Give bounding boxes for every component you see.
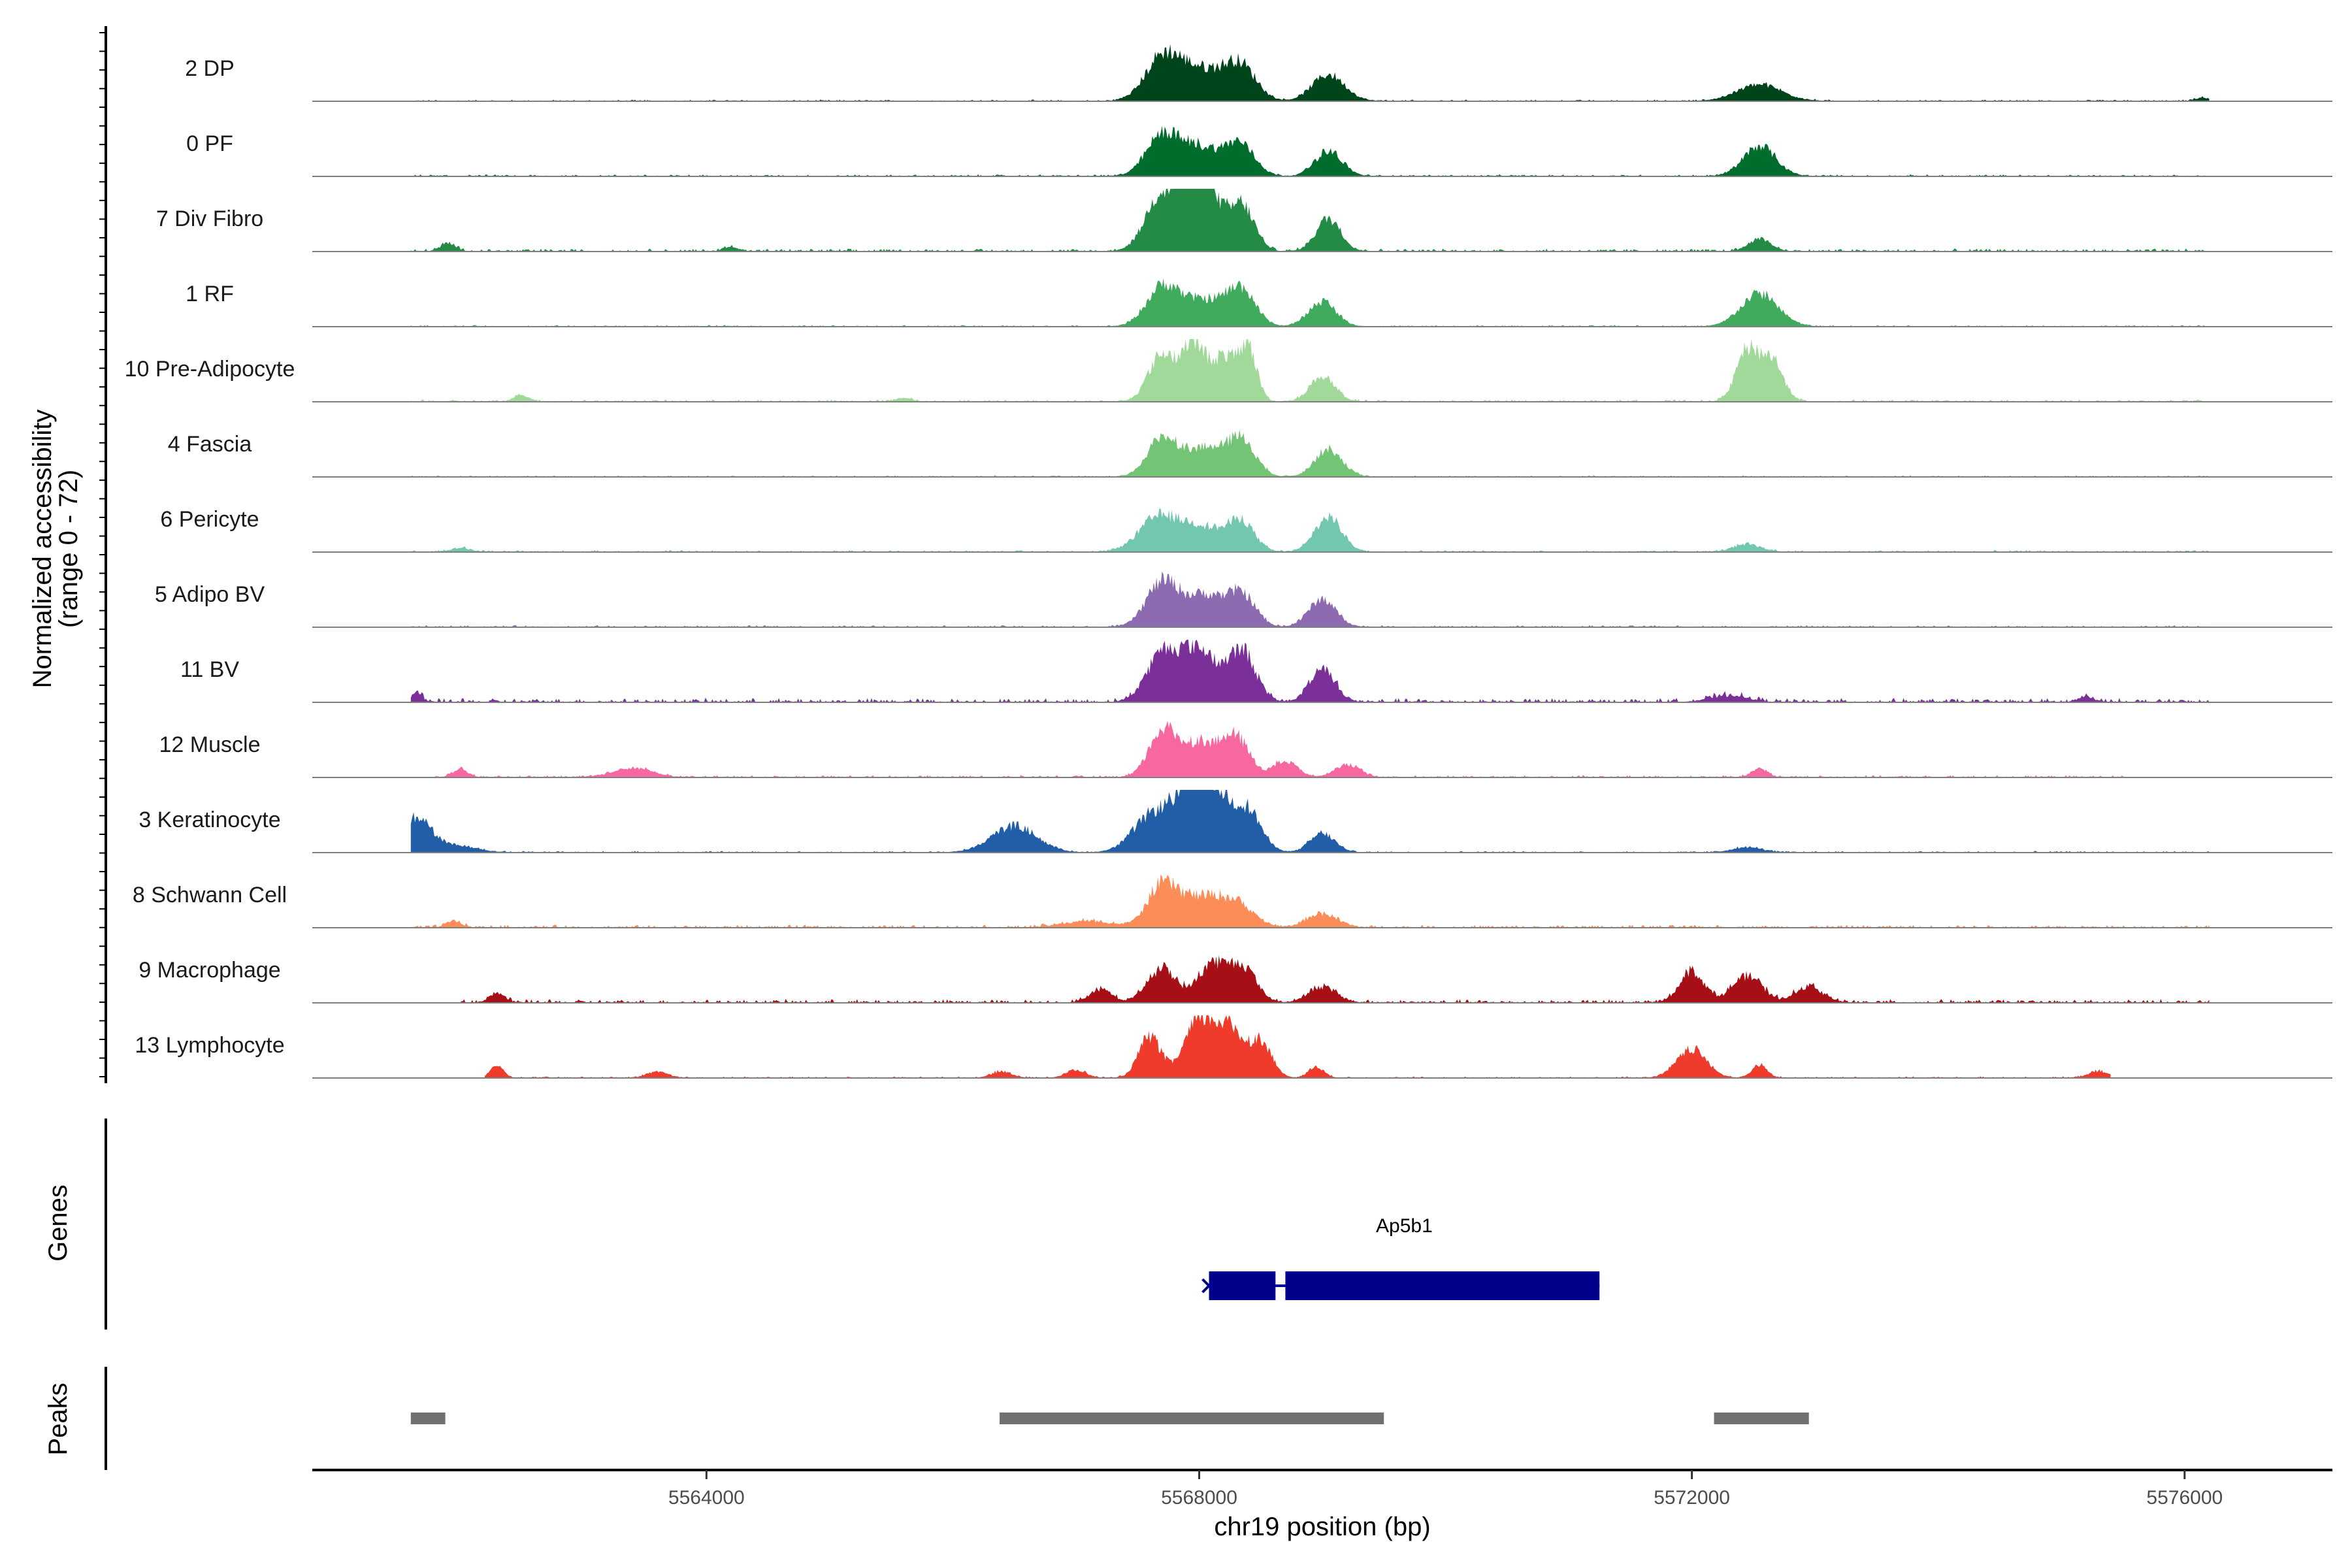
y-axis-subtitle: (range 0 - 72) — [54, 470, 83, 628]
track-label: 10 Pre-Adipocyte — [125, 357, 295, 382]
track-0-pf: 0 PF — [186, 125, 2332, 177]
accessibility-y-axis — [99, 26, 107, 1083]
peak-region — [1000, 1413, 1384, 1424]
genes-track: Genes Ap5b1 — [44, 1119, 1600, 1330]
track-10-pre-adipocyte: 10 Pre-Adipocyte — [125, 339, 2332, 402]
track-8-schwann-cell: 8 Schwann Cell — [133, 874, 2332, 928]
gene-exon — [1209, 1271, 1276, 1300]
genes-track-label: Genes — [44, 1184, 73, 1262]
coverage-area — [485, 1015, 2111, 1078]
gene-label: Ap5b1 — [1376, 1215, 1433, 1237]
track-label: 13 Lymphocyte — [135, 1033, 284, 1058]
gene-strand-arrow — [1201, 1278, 1211, 1294]
track-label: 5 Adipo BV — [155, 582, 265, 607]
peak-region — [410, 1413, 446, 1424]
track-3-keratinocyte: 3 Keratinocyte — [139, 790, 2332, 853]
y-axis-title: Normalized accessibility — [28, 410, 57, 689]
track-label: 7 Div Fibro — [156, 206, 263, 231]
track-label: 2 DP — [185, 56, 235, 81]
x-tick-label: 5564000 — [668, 1487, 745, 1509]
track-label: 8 Schwann Cell — [133, 883, 287, 907]
accessibility-tracks: 2 DP 0 PF 7 Div Fibro 1 RF 10 Pre-Adipocyte 4… — [125, 44, 2332, 1079]
coverage-area — [460, 955, 2210, 1003]
track-label: 11 BV — [180, 657, 239, 682]
track-label: 9 Macrophage — [139, 958, 280, 983]
coverage-area — [435, 721, 2123, 777]
x-axis-title: chr19 position (bp) — [1214, 1512, 1430, 1541]
track-4-fascia: 4 Fascia — [168, 429, 2332, 478]
track-5-adipo-bv: 5 Adipo BV — [155, 571, 2332, 628]
x-tick-label: 5568000 — [1161, 1487, 1237, 1509]
coverage-area — [410, 640, 2210, 702]
coverage-area — [410, 189, 2210, 252]
track-2-dp: 2 DP — [185, 44, 2332, 102]
coverage-area — [410, 339, 2210, 402]
track-label: 3 Keratinocyte — [139, 808, 280, 832]
track-label: 4 Fascia — [168, 432, 252, 457]
peaks-track-label: Peaks — [44, 1382, 73, 1455]
track-label: 1 RF — [186, 282, 234, 306]
coverage-area — [410, 874, 2210, 928]
track-13-lymphocyte: 13 Lymphocyte — [135, 1015, 2332, 1079]
coverage-area — [410, 125, 2210, 176]
track-7-div-fibro: 7 Div Fibro — [156, 189, 2332, 252]
track-label: 0 PF — [186, 131, 233, 156]
x-tick-label: 5572000 — [1654, 1487, 1730, 1509]
peaks-track: Peaks — [44, 1367, 1809, 1470]
track-label: 6 Pericyte — [160, 507, 259, 532]
coverage-area — [410, 278, 2210, 327]
track-6-pericyte: 6 Pericyte — [160, 507, 2332, 553]
track-1-rf: 1 RF — [186, 278, 2332, 327]
track-12-muscle: 12 Muscle — [159, 721, 2332, 778]
coverage-area — [410, 429, 2210, 477]
x-tick-label: 5576000 — [2146, 1487, 2223, 1509]
coverage-area — [410, 790, 2210, 853]
track-9-macrophage: 9 Macrophage — [139, 955, 2332, 1004]
peak-region — [1714, 1413, 1809, 1424]
x-axis: chr19 position (bp) 5564000 5568000 557200… — [312, 1469, 2332, 1541]
coverage-area — [410, 571, 2210, 627]
track-11-bv: 11 BV — [180, 640, 2332, 703]
coverage-area — [410, 44, 2210, 101]
track-label: 12 Muscle — [159, 732, 261, 757]
coverage-area — [410, 508, 2210, 552]
gene-exon — [1285, 1271, 1600, 1300]
